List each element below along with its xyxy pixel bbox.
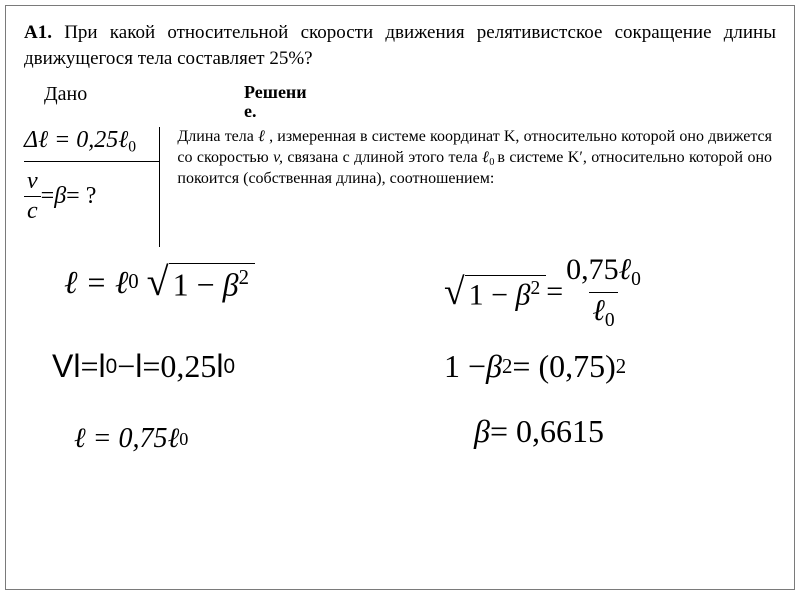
e2-num-sub: 0	[631, 269, 641, 290]
sol-t3: связана с длиной этого тела	[283, 149, 482, 166]
e4-eq: = (0,75)	[512, 348, 615, 385]
e4-sup2b: 2	[616, 355, 626, 379]
e1-sqrt: √ 1 − β2	[147, 261, 255, 303]
sol-t4-colon: :	[490, 170, 494, 187]
e6-beta: β	[474, 413, 490, 450]
given-eq1: =	[41, 183, 55, 210]
e1-sub0: 0	[128, 270, 138, 294]
sqrt-radical-icon: √	[444, 276, 465, 316]
e2-sqrt: √ 1 − β2	[444, 273, 546, 313]
e2-den-ell: ℓ	[592, 294, 605, 327]
e2-num-val: 0,75	[566, 253, 619, 286]
e1-beta: β	[223, 267, 239, 303]
solution-title-l2: е.	[244, 101, 257, 121]
math-area: ℓ = ℓ0 √ 1 − β2 √ 1 − β2 = 0,75ℓ0 ℓ0 Vl …	[24, 253, 776, 483]
e3-l: l	[73, 348, 80, 385]
given-math: Δℓ = 0,25ℓ0 v c = β = ?	[24, 127, 159, 247]
e2-num: 0,75ℓ0	[563, 253, 644, 292]
problem-statement: А1. При какой относительной скорости дви…	[24, 20, 776, 71]
e2-frac: 0,75ℓ0 ℓ0	[563, 253, 644, 332]
e1-one-minus: 1 −	[173, 267, 223, 303]
given-beta: β	[54, 183, 66, 210]
given-ell0-sub: 0	[128, 139, 136, 156]
given-line1: Δℓ = 0,25ℓ0	[24, 127, 159, 157]
e2-eq: =	[546, 275, 563, 309]
e3-eq1: =	[80, 348, 98, 385]
solution-column: Решени е.	[204, 83, 776, 121]
problem-text: При какой относительной скорости движени…	[24, 22, 776, 69]
e5-ell: ℓ	[168, 423, 180, 455]
given-question: v c = β = ?	[24, 168, 96, 225]
given-title: Дано	[44, 83, 204, 106]
e2-sqrt-body: 1 − β2	[465, 275, 547, 313]
e1-sup2: 2	[239, 266, 249, 289]
content-frame: А1. При какой относительной скорости дви…	[5, 5, 795, 590]
equation-result-beta: β = 0,6615	[474, 413, 604, 450]
given-solution-row: Дано Решени е.	[24, 83, 776, 121]
given-block: Δℓ = 0,25ℓ0 v c = β = ? Длина тела ℓ , и…	[24, 127, 776, 247]
e4-sup2: 2	[502, 355, 512, 379]
e2-beta: β	[516, 278, 531, 311]
e3-eq2: =	[142, 348, 160, 385]
given-ell0: ℓ	[118, 127, 128, 153]
e4-a: 1 −	[444, 348, 486, 385]
e2-sup2: 2	[530, 278, 540, 299]
e6-val: = 0,6615	[490, 413, 604, 450]
sol-t2-v: v,	[273, 149, 283, 166]
e3-l3: l	[216, 348, 223, 385]
e2-num-ell: ℓ	[619, 253, 632, 286]
sol-t1-ell: ℓ	[258, 128, 265, 145]
e2-den-sub: 0	[605, 310, 615, 331]
solution-title-l1: Решени	[244, 82, 307, 102]
e1-sqrt-body: 1 − β2	[169, 263, 255, 303]
e5-sub0: 0	[179, 429, 188, 450]
e2-one-minus: 1 −	[469, 278, 516, 311]
e3-V: V	[52, 348, 73, 385]
given-delta-eq: Δℓ = 0,25	[24, 127, 118, 153]
solution-title: Решени е.	[244, 83, 776, 121]
given-eq-q: = ?	[66, 183, 96, 210]
given-frac: v c	[24, 168, 41, 225]
given-divider	[24, 161, 159, 162]
e4-beta: β	[486, 348, 502, 385]
sol-t1: Длина тела	[177, 128, 258, 145]
equation-sqrt-eq-frac: √ 1 − β2 = 0,75ℓ0 ℓ0	[444, 253, 644, 332]
equation-ell-075: ℓ = 0,75ℓ0	[74, 423, 188, 455]
problem-label: А1.	[24, 22, 52, 43]
equation-delta-length: Vl = l 0 − l = 0,25l 0	[52, 348, 235, 385]
equation-length-contraction: ℓ = ℓ0 √ 1 − β2	[64, 261, 255, 303]
e2-den: ℓ0	[589, 292, 617, 332]
given-column: Дано	[24, 83, 204, 121]
e3-l0: l	[99, 348, 106, 385]
e3-l2: l	[135, 348, 142, 385]
given-frac-den: c	[24, 196, 41, 225]
e3-sub0: 0	[106, 355, 118, 379]
solution-text: Длина тела ℓ , измеренная в системе коор…	[159, 127, 776, 247]
sqrt-radical-icon: √	[147, 264, 169, 306]
equation-one-minus-beta2: 1 − β2 = (0,75)2	[444, 348, 626, 385]
given-frac-num: v	[24, 168, 41, 196]
e3-minus: −	[117, 348, 135, 385]
e3-sub0b: 0	[224, 355, 236, 379]
e1-lhs: ℓ = ℓ	[64, 264, 128, 301]
e3-val: 0,25	[160, 348, 216, 385]
e5-a: ℓ = 0,75	[74, 423, 168, 455]
